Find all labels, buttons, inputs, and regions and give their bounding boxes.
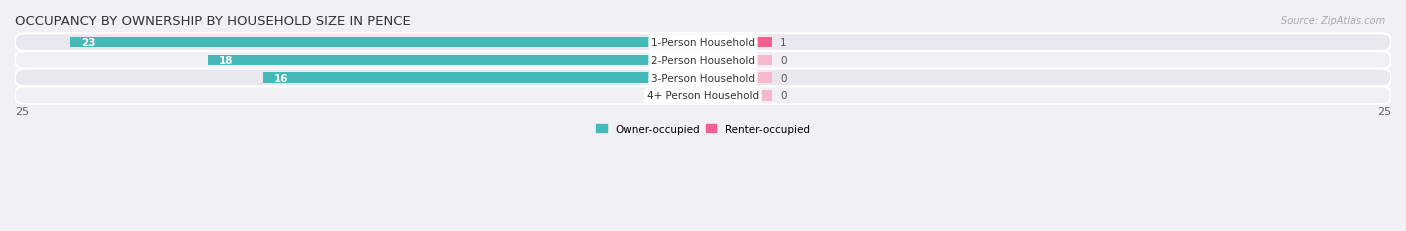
Bar [263,73,703,83]
Text: 2-Person Household: 2-Person Household [651,56,755,66]
Text: 4+ Person Household: 4+ Person Household [647,91,759,101]
FancyBboxPatch shape [15,34,1391,52]
Text: 2: 2 [659,91,666,101]
Text: 1-Person Household: 1-Person Household [651,38,755,48]
Text: 0: 0 [780,73,786,83]
Text: 16: 16 [274,73,288,83]
Text: 23: 23 [82,38,96,48]
Bar [703,55,772,66]
Text: Source: ZipAtlas.com: Source: ZipAtlas.com [1281,16,1385,26]
Text: 3-Person Household: 3-Person Household [651,73,755,83]
Text: 25: 25 [15,107,30,117]
Text: 25: 25 [1376,107,1391,117]
FancyBboxPatch shape [15,52,1391,70]
Bar [648,91,703,101]
Text: 18: 18 [219,56,233,66]
FancyBboxPatch shape [15,70,1391,87]
Bar [208,55,703,66]
Bar [703,91,772,101]
Text: 0: 0 [780,56,786,66]
Text: OCCUPANCY BY OWNERSHIP BY HOUSEHOLD SIZE IN PENCE: OCCUPANCY BY OWNERSHIP BY HOUSEHOLD SIZE… [15,15,411,28]
Bar [703,38,772,48]
Text: 1: 1 [780,38,787,48]
Legend: Owner-occupied, Renter-occupied: Owner-occupied, Renter-occupied [592,120,814,138]
Bar [70,38,703,48]
Text: 0: 0 [780,91,786,101]
FancyBboxPatch shape [15,87,1391,105]
Bar [703,73,772,83]
